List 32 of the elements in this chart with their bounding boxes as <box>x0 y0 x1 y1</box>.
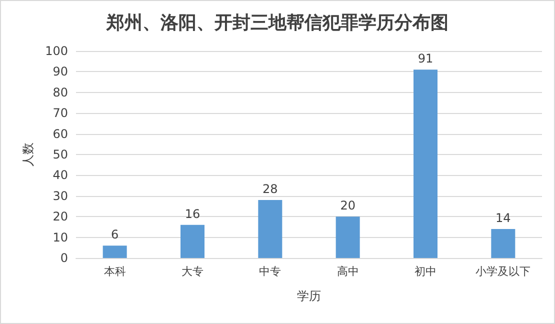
y-tick-label: 10 <box>52 230 68 244</box>
x-tick-label: 大专 <box>182 265 204 278</box>
data-label: 91 <box>418 52 434 66</box>
data-label: 20 <box>340 198 356 213</box>
data-label: 28 <box>262 182 278 196</box>
y-tick-label: 70 <box>52 106 68 120</box>
y-tick-label: 40 <box>52 168 68 182</box>
bar <box>491 229 516 258</box>
x-axis-title: 学历 <box>297 289 321 303</box>
bar <box>258 200 282 258</box>
y-tick-label: 30 <box>52 188 68 203</box>
x-tick-label: 本科 <box>104 265 126 278</box>
x-tick-label: 小学及以下 <box>476 265 531 278</box>
bar <box>414 70 438 258</box>
data-label: 16 <box>184 206 200 221</box>
data-label: 6 <box>111 228 119 242</box>
y-tick-label: 50 <box>52 148 68 162</box>
bar <box>102 246 127 258</box>
y-tick-label: 20 <box>52 210 68 224</box>
y-tick-label: 0 <box>60 251 68 265</box>
y-axis-title: 人数 <box>21 142 36 166</box>
y-tick-label: 90 <box>52 64 68 79</box>
chart-title: 郑州、洛阳、开封三地帮信犯罪学历分布图 <box>106 12 448 34</box>
data-label: 14 <box>496 211 511 226</box>
y-tick-label: 80 <box>52 85 68 100</box>
bar <box>336 216 360 258</box>
x-tick-label: 高中 <box>336 265 359 278</box>
bar <box>180 224 204 258</box>
x-tick-label: 中专 <box>259 265 282 278</box>
y-tick-label: 60 <box>52 126 68 141</box>
x-tick-label: 初中 <box>414 265 436 278</box>
y-tick-label: 100 <box>45 44 68 58</box>
